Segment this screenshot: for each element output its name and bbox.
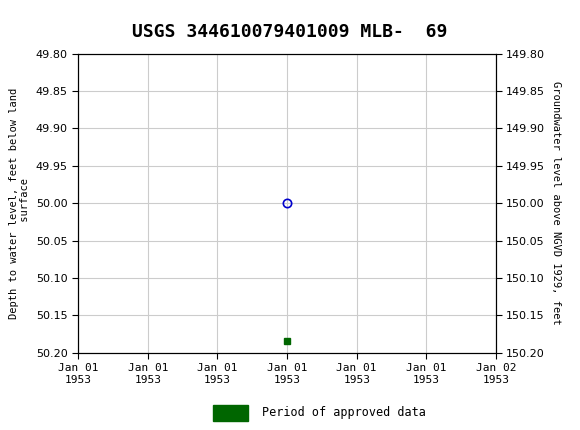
Text: Period of approved data: Period of approved data bbox=[262, 406, 426, 419]
Text: USGS: USGS bbox=[75, 6, 135, 26]
Bar bbox=[213, 405, 248, 421]
Y-axis label: Groundwater level above NGVD 1929, feet: Groundwater level above NGVD 1929, feet bbox=[551, 81, 561, 325]
Y-axis label: Depth to water level, feet below land
 surface: Depth to water level, feet below land su… bbox=[9, 88, 30, 319]
Text: USGS 344610079401009 MLB-  69: USGS 344610079401009 MLB- 69 bbox=[132, 23, 448, 41]
